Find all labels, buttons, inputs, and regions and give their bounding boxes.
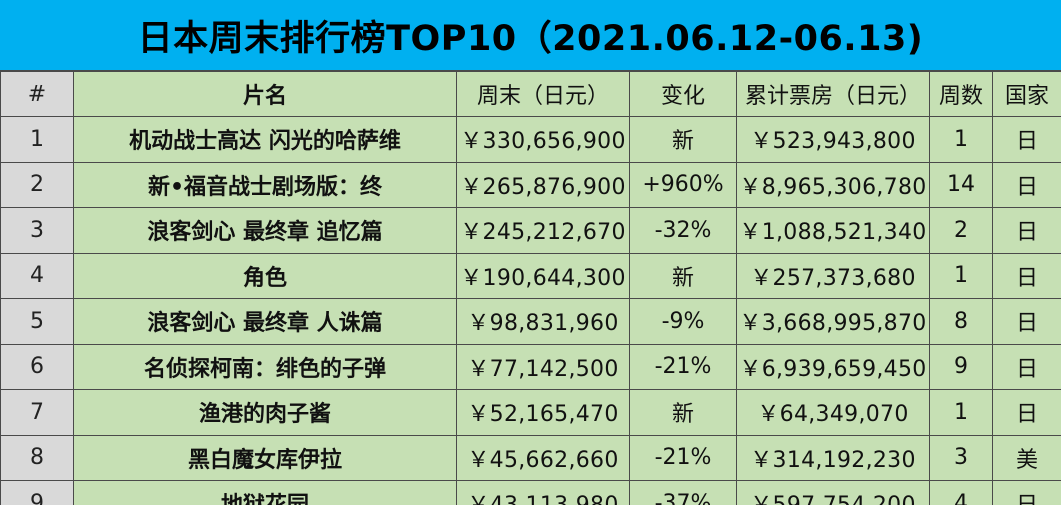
cell-film-name[interactable]: 新•福音战士剧场版：终 — [73, 161, 457, 208]
table-row: 4 角色 ￥190,644,300 新 ￥257,373,680 1 日 — [0, 252, 1061, 299]
cell-weeks[interactable]: 3 — [929, 434, 993, 481]
cell-weeks[interactable]: 14 — [929, 161, 993, 208]
cell-weeks[interactable]: 2 — [929, 207, 993, 254]
cell-country[interactable]: 日 — [992, 480, 1061, 505]
header-country[interactable]: 国家 — [992, 71, 1061, 117]
table-row: 8 黑白魔女库伊拉 ￥45,662,660 -21% ￥314,192,230 3 美 — [0, 434, 1061, 481]
cell-cumulative-gross[interactable]: ￥1,088,521,340 — [736, 207, 930, 254]
cell-weeks[interactable]: 1 — [929, 252, 993, 299]
header-weeks[interactable]: 周数 — [929, 71, 993, 117]
cell-film-name[interactable]: 黑白魔女库伊拉 — [73, 434, 457, 481]
cell-change[interactable]: 新 — [629, 116, 737, 163]
table-row: 7 渔港的肉子酱 ￥52,165,470 新 ￥64,349,070 1 日 — [0, 389, 1061, 436]
cell-change[interactable]: 新 — [629, 389, 737, 436]
cell-country[interactable]: 日 — [992, 389, 1061, 436]
cell-rank[interactable]: 2 — [0, 161, 74, 208]
cell-film-name[interactable]: 地狱花园 — [73, 480, 457, 505]
cell-cumulative-gross[interactable]: ￥257,373,680 — [736, 252, 930, 299]
cell-change[interactable]: +960% — [629, 161, 737, 208]
cell-film-name[interactable]: 角色 — [73, 252, 457, 299]
cell-film-name[interactable]: 名侦探柯南：绯色的子弹 — [73, 343, 457, 390]
table-row: 5 浪客剑心 最终章 人诛篇 ￥98,831,960 -9% ￥3,668,995,87… — [0, 298, 1061, 345]
cell-weekend-gross[interactable]: ￥245,212,670 — [456, 207, 630, 254]
cell-film-name[interactable]: 浪客剑心 最终章 人诛篇 — [73, 298, 457, 345]
cell-weekend-gross[interactable]: ￥190,644,300 — [456, 252, 630, 299]
cell-weekend-gross[interactable]: ￥77,142,500 — [456, 343, 630, 390]
cell-cumulative-gross[interactable]: ￥6,939,659,450 — [736, 343, 930, 390]
cell-weeks[interactable]: 9 — [929, 343, 993, 390]
cell-weeks[interactable]: 1 — [929, 389, 993, 436]
cell-rank[interactable]: 4 — [0, 252, 74, 299]
table-row: 3 浪客剑心 最终章 追忆篇 ￥245,212,670 -32% ￥1,088,521,… — [0, 207, 1061, 254]
cell-weeks[interactable]: 8 — [929, 298, 993, 345]
table-row: 2 新•福音战士剧场版：终 ￥265,876,900 +960% ￥8,965,306,… — [0, 161, 1061, 208]
cell-country[interactable]: 日 — [992, 161, 1061, 208]
cell-change[interactable]: -21% — [629, 434, 737, 481]
cell-rank[interactable]: 7 — [0, 389, 74, 436]
cell-film-name[interactable]: 机动战士高达 闪光的哈萨维 — [73, 116, 457, 163]
cell-country[interactable]: 日 — [992, 298, 1061, 345]
cell-change[interactable]: -37% — [629, 480, 737, 505]
table-row: 9地狱花园￥43,113,980-37%￥597,754,2004日 — [0, 480, 1061, 505]
cell-cumulative-gross[interactable]: ￥8,965,306,780 — [736, 161, 930, 208]
header-weekend[interactable]: 周末（日元） — [456, 71, 630, 117]
header-row: # 片名 周末（日元） 变化 累计票房（日元） 周数 国家 — [0, 71, 1061, 117]
cell-weekend-gross[interactable]: ￥98,831,960 — [456, 298, 630, 345]
cell-weekend-gross[interactable]: ￥265,876,900 — [456, 161, 630, 208]
cell-country[interactable]: 日 — [992, 207, 1061, 254]
cell-weekend-gross[interactable]: ￥330,656,900 — [456, 116, 630, 163]
cell-rank[interactable]: 9 — [0, 480, 74, 505]
table-row: 6 名侦探柯南：绯色的子弹 ￥77,142,500 -21% ￥6,939,659,45… — [0, 343, 1061, 390]
cell-cumulative-gross[interactable]: ￥314,192,230 — [736, 434, 930, 481]
cell-film-name[interactable]: 渔港的肉子酱 — [73, 389, 457, 436]
cell-film-name[interactable]: 浪客剑心 最终章 追忆篇 — [73, 207, 457, 254]
cell-weekend-gross[interactable]: ￥45,662,660 — [456, 434, 630, 481]
cell-rank[interactable]: 5 — [0, 298, 74, 345]
cell-change[interactable]: 新 — [629, 252, 737, 299]
table-body: 1 机动战士高达 闪光的哈萨维 ￥330,656,900 新 ￥523,943,800 1… — [0, 116, 1061, 505]
cell-cumulative-gross[interactable]: ￥597,754,200 — [736, 480, 930, 505]
box-office-table: # 片名 周末（日元） 变化 累计票房（日元） 周数 国家 1 机动战士高达 闪光… — [0, 71, 1061, 505]
cell-country[interactable]: 日 — [992, 252, 1061, 299]
header-name[interactable]: 片名 — [73, 71, 457, 117]
cell-cumulative-gross[interactable]: ￥523,943,800 — [736, 116, 930, 163]
cell-rank[interactable]: 3 — [0, 207, 74, 254]
header-rank[interactable]: # — [0, 71, 74, 117]
header-cumulative[interactable]: 累计票房（日元） — [736, 71, 930, 117]
cell-weekend-gross[interactable]: ￥52,165,470 — [456, 389, 630, 436]
cell-weeks[interactable]: 1 — [929, 116, 993, 163]
cell-cumulative-gross[interactable]: ￥3,668,995,870 — [736, 298, 930, 345]
cell-country[interactable]: 日 — [992, 343, 1061, 390]
cell-change[interactable]: -9% — [629, 298, 737, 345]
cell-weekend-gross[interactable]: ￥43,113,980 — [456, 480, 630, 505]
cell-country[interactable]: 美 — [992, 434, 1061, 481]
header-change[interactable]: 变化 — [629, 71, 737, 117]
cell-rank[interactable]: 8 — [0, 434, 74, 481]
cell-country[interactable]: 日 — [992, 116, 1061, 163]
cell-rank[interactable]: 6 — [0, 343, 74, 390]
cell-weeks[interactable]: 4 — [929, 480, 993, 505]
table-title[interactable]: 日本周末排行榜TOP10（2021.06.12-06.13) — [0, 0, 1061, 71]
cell-rank[interactable]: 1 — [0, 116, 74, 163]
cell-change[interactable]: -32% — [629, 207, 737, 254]
table-row: 1 机动战士高达 闪光的哈萨维 ￥330,656,900 新 ￥523,943,800 1… — [0, 116, 1061, 163]
cell-cumulative-gross[interactable]: ￥64,349,070 — [736, 389, 930, 436]
cell-change[interactable]: -21% — [629, 343, 737, 390]
